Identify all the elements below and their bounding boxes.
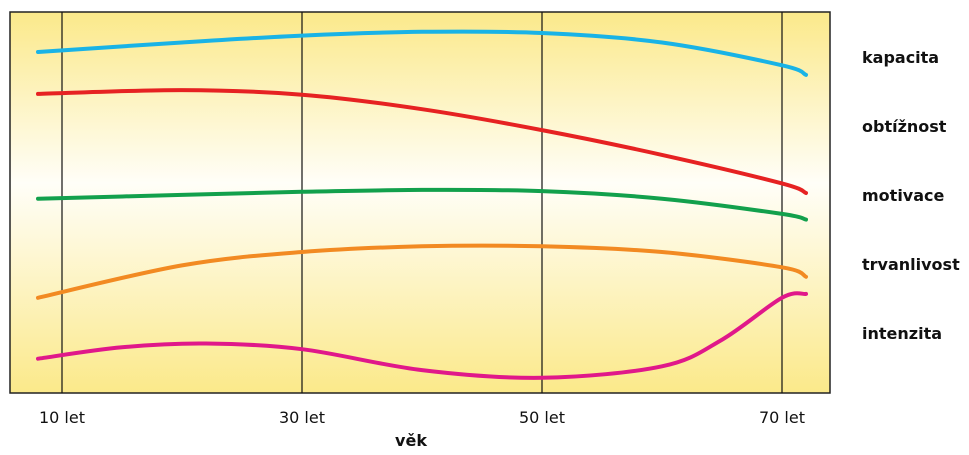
x-tick-label: 70 let	[759, 408, 805, 427]
x-tick-label: 30 let	[279, 408, 325, 427]
legend-label: motivace	[862, 186, 945, 205]
series-line-motivace	[36, 187, 808, 222]
grid-lines	[61, 12, 783, 393]
series-line-obtížnost	[36, 88, 808, 195]
legend: kapacita obtížnost motivace trvanlivost inte…	[862, 48, 960, 343]
series-line-trvanlivost	[36, 243, 808, 300]
x-axis-title: věk	[395, 431, 427, 450]
legend-label: trvanlivost	[862, 255, 960, 274]
legend-label: obtížnost	[862, 117, 947, 136]
series-line-kapacita	[36, 29, 808, 77]
series-line-intenzita	[36, 291, 808, 380]
legend-label: intenzita	[862, 324, 942, 343]
series-lines	[36, 29, 808, 380]
x-tick-label: 10 let	[39, 408, 85, 427]
x-tick-labels: 10 let 30 let 50 let 70 let	[39, 408, 805, 427]
x-tick-label: 50 let	[519, 408, 565, 427]
legend-label: kapacita	[862, 48, 939, 67]
